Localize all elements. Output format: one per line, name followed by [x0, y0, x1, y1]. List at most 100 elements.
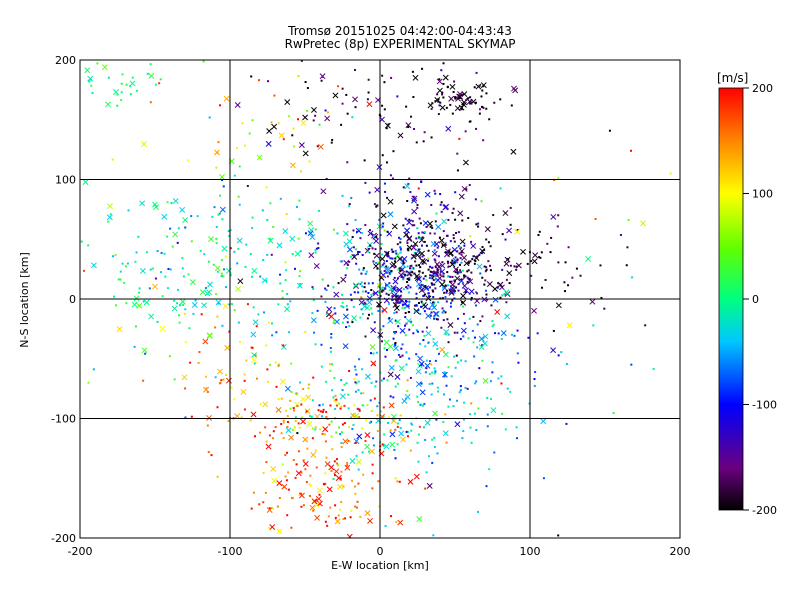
- velocity-point: [315, 466, 318, 469]
- velocity-marker-x: [463, 287, 470, 294]
- velocity-point: [350, 196, 353, 199]
- velocity-point: [479, 320, 482, 323]
- velocity-point: [173, 378, 176, 381]
- velocity-point: [385, 260, 388, 263]
- velocity-point: [212, 263, 215, 266]
- velocity-point: [456, 331, 459, 334]
- velocity-point: [431, 227, 434, 230]
- velocity-marker-x: [398, 271, 405, 278]
- velocity-point: [567, 246, 570, 249]
- velocity-point: [445, 234, 448, 237]
- velocity-marker-x: [215, 299, 222, 306]
- velocity-point: [214, 376, 217, 379]
- velocity-point: [417, 302, 420, 305]
- velocity-point: [199, 249, 202, 252]
- velocity-point: [440, 69, 443, 72]
- velocity-point: [406, 379, 409, 382]
- velocity-marker-x: [480, 82, 487, 89]
- velocity-marker-x: [171, 305, 178, 312]
- velocity-point: [306, 109, 309, 112]
- colorbar-tick-label: -100: [752, 399, 777, 412]
- velocity-marker-x: [351, 253, 358, 260]
- velocity-point: [362, 404, 365, 407]
- velocity-marker-x: [500, 330, 507, 337]
- velocity-point: [469, 235, 472, 238]
- velocity-point: [419, 404, 422, 407]
- velocity-point: [163, 252, 166, 255]
- velocity-point: [476, 292, 479, 295]
- velocity-point: [446, 271, 449, 274]
- velocity-point: [407, 183, 410, 186]
- velocity-point: [314, 428, 317, 431]
- velocity-marker-x: [415, 381, 422, 387]
- velocity-point: [321, 432, 324, 435]
- velocity-point: [246, 184, 249, 187]
- velocity-point: [481, 344, 484, 347]
- velocity-point: [325, 288, 328, 291]
- velocity-marker-x: [285, 427, 292, 434]
- velocity-marker-x: [367, 517, 374, 524]
- velocity-marker-x: [391, 292, 398, 299]
- velocity-point: [386, 230, 389, 233]
- velocity-point: [265, 344, 268, 347]
- velocity-point: [401, 343, 404, 346]
- velocity-point: [424, 275, 427, 278]
- velocity-point: [182, 275, 185, 278]
- velocity-marker-x: [208, 236, 214, 243]
- velocity-point: [287, 488, 290, 491]
- velocity-point: [491, 320, 494, 323]
- velocity-point: [285, 213, 288, 216]
- velocity-point: [287, 471, 290, 474]
- velocity-point: [414, 310, 417, 313]
- velocity-point: [442, 272, 445, 275]
- velocity-point: [437, 113, 440, 116]
- velocity-point: [340, 123, 343, 126]
- velocity-point: [285, 409, 288, 412]
- velocity-point: [425, 359, 428, 362]
- velocity-point: [460, 108, 463, 111]
- velocity-marker-x: [307, 220, 314, 227]
- velocity-point: [412, 332, 415, 335]
- velocity-point: [459, 257, 462, 260]
- velocity-point: [402, 288, 405, 291]
- velocity-marker-x: [320, 188, 327, 195]
- velocity-point: [393, 312, 396, 315]
- velocity-point: [431, 283, 434, 286]
- velocity-point: [254, 435, 257, 438]
- velocity-marker-x: [400, 261, 407, 268]
- velocity-point: [376, 405, 379, 408]
- velocity-point: [404, 311, 407, 314]
- velocity-point: [404, 334, 407, 337]
- velocity-point: [427, 341, 430, 344]
- velocity-marker-x: [466, 98, 473, 105]
- velocity-marker-x: [316, 487, 323, 494]
- velocity-point: [516, 329, 519, 332]
- velocity-point: [436, 268, 439, 271]
- velocity-point: [371, 282, 374, 285]
- velocity-point: [364, 181, 367, 184]
- velocity-point: [430, 266, 433, 269]
- velocity-point: [355, 373, 358, 376]
- velocity-point: [144, 352, 147, 355]
- velocity-point: [333, 399, 336, 402]
- velocity-point: [236, 262, 239, 265]
- velocity-marker-x: [387, 317, 394, 324]
- velocity-point: [393, 331, 396, 334]
- velocity-point: [463, 274, 466, 277]
- velocity-point: [364, 290, 367, 293]
- velocity-point: [333, 377, 336, 380]
- velocity-point: [447, 251, 450, 254]
- velocity-point: [314, 426, 317, 429]
- velocity-point: [472, 341, 475, 344]
- velocity-marker-x: [179, 298, 186, 305]
- velocity-point: [437, 352, 440, 355]
- velocity-point: [463, 401, 466, 404]
- velocity-point: [282, 436, 285, 439]
- velocity-point: [293, 428, 296, 431]
- velocity-marker-x: [447, 322, 454, 328]
- velocity-point: [497, 282, 500, 285]
- velocity-point: [456, 258, 459, 261]
- velocity-point: [329, 347, 332, 350]
- velocity-point: [339, 508, 342, 511]
- velocity-point: [418, 237, 421, 240]
